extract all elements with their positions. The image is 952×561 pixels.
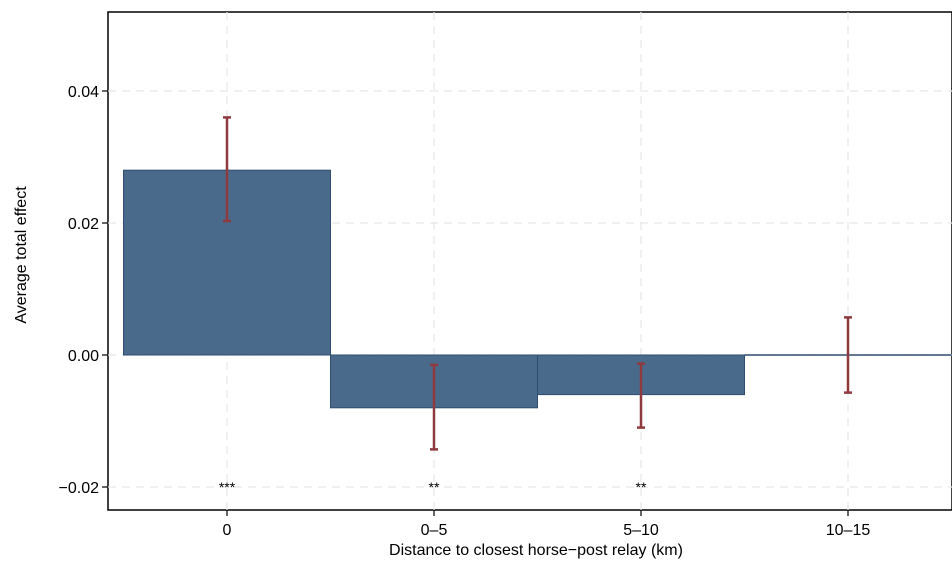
y-tick-label: 0.02 xyxy=(68,216,99,233)
x-axis: 0 0–5 5–10 10–15 xyxy=(223,510,871,539)
significance-labels: *** ** ** xyxy=(219,479,647,495)
error-bar xyxy=(430,363,438,451)
y-tick-label: 0.04 xyxy=(68,84,99,101)
y-axis: −0.02 0.00 0.02 0.04 xyxy=(59,84,108,497)
x-tick-label: 0–5 xyxy=(421,522,448,539)
error-bar xyxy=(637,362,645,429)
error-bar xyxy=(844,316,852,394)
x-tick-label: 10–15 xyxy=(826,522,871,539)
y-tick-label: 0.00 xyxy=(68,348,99,365)
y-tick-label: −0.02 xyxy=(59,480,100,497)
y-axis-title: Average total effect xyxy=(13,186,30,324)
significance-label: ** xyxy=(636,479,647,495)
error-bar xyxy=(223,116,231,223)
x-tick-label: 5–10 xyxy=(623,522,659,539)
x-tick-label: 0 xyxy=(223,522,232,539)
x-axis-title: Distance to closest horse−post relay (km… xyxy=(389,542,683,559)
error-bars xyxy=(223,116,852,451)
significance-label: ** xyxy=(429,479,440,495)
significance-label: *** xyxy=(219,479,236,495)
